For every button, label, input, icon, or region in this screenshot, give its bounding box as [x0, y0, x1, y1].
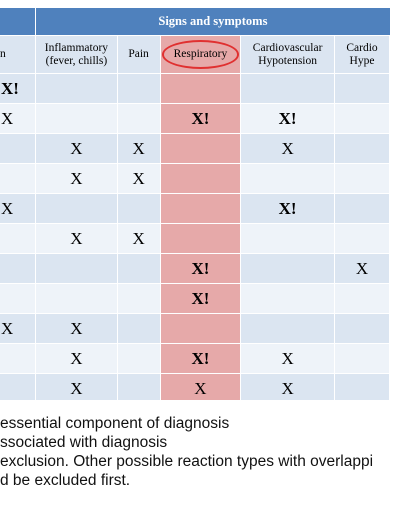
header-respiratory: Respiratory	[159, 35, 242, 74]
cell-pain	[116, 343, 161, 374]
cell-resp	[159, 223, 242, 254]
cell-pain: X	[116, 163, 161, 194]
header-inflammatory: Inflammatory (fever, chills)	[35, 35, 118, 74]
cell-skin	[0, 283, 37, 314]
banner-title: Signs and symptoms	[35, 7, 390, 36]
cell-infl: X	[35, 223, 118, 254]
signs-symptoms-table: Signs and symptoms kin Inflammatory (fev…	[0, 7, 390, 400]
legend-line-4: d be excluded first.	[0, 472, 131, 489]
cell-cv: X!	[240, 103, 336, 134]
cell-skin: X	[0, 313, 37, 344]
cell-infl: X	[35, 313, 118, 344]
cell-skin	[0, 373, 37, 400]
cell-resp	[159, 133, 242, 164]
cell-cv2	[334, 313, 390, 344]
cell-cv: X!	[240, 193, 336, 224]
cell-pain	[116, 253, 161, 284]
cell-cv2	[334, 373, 390, 400]
legend-line-2: ssociated with diagnosis	[0, 434, 168, 451]
cell-pain: X	[116, 223, 161, 254]
cell-cv2	[334, 103, 390, 134]
header-pain: Pain	[116, 35, 161, 74]
cell-skin: X!	[0, 73, 37, 104]
legend-line-3: exclusion. Other possible reaction types…	[0, 453, 374, 470]
cell-pain	[116, 373, 161, 400]
cell-pain	[116, 283, 161, 314]
cell-pain	[116, 73, 161, 104]
table-row: X! X	[0, 253, 390, 284]
cell-resp	[159, 193, 242, 224]
respiratory-highlight-circle: Respiratory	[161, 40, 240, 69]
cell-skin	[0, 133, 37, 164]
table-row: X X! X!	[0, 103, 390, 134]
cell-infl: X	[35, 133, 118, 164]
cell-cv	[240, 283, 336, 314]
cell-skin: X	[0, 193, 37, 224]
cell-resp: X!	[159, 343, 242, 374]
cell-cv2: X	[334, 253, 390, 284]
cell-resp: X!	[159, 283, 242, 314]
cell-resp: X!	[159, 103, 242, 134]
cell-infl: X	[35, 373, 118, 400]
cell-resp	[159, 313, 242, 344]
cell-pain: X	[116, 133, 161, 164]
header-cardiovascular: Cardiovascular Hypotension	[240, 35, 336, 74]
banner-cell-left	[0, 7, 37, 36]
header-cardio-hype: Cardio Hype	[334, 35, 390, 74]
table-row: X X!	[0, 193, 390, 224]
cell-cv: X	[240, 373, 336, 400]
cell-cv2	[334, 343, 390, 374]
header-skin: kin	[0, 35, 37, 74]
cell-resp: X	[159, 373, 242, 400]
cell-resp	[159, 163, 242, 194]
table-row: X X! X	[0, 343, 390, 374]
table-row: X!	[0, 73, 390, 104]
cell-cv2	[334, 133, 390, 164]
cell-pain	[116, 313, 161, 344]
cell-infl	[35, 253, 118, 284]
cell-cv	[240, 73, 336, 104]
cell-infl	[35, 193, 118, 224]
cell-infl	[35, 283, 118, 314]
cell-skin	[0, 343, 37, 374]
cell-pain	[116, 193, 161, 224]
legend: essential component of diagnosis ssociat…	[0, 414, 400, 490]
banner-row: Signs and symptoms	[0, 7, 390, 36]
cell-pain	[116, 103, 161, 134]
cell-infl	[35, 103, 118, 134]
cell-skin: X	[0, 103, 37, 134]
table-row: X!	[0, 283, 390, 314]
cell-infl: X	[35, 163, 118, 194]
cell-skin	[0, 223, 37, 254]
cell-skin	[0, 253, 37, 284]
cell-cv: X	[240, 343, 336, 374]
cell-cv2	[334, 223, 390, 254]
cell-cv: X	[240, 133, 336, 164]
cell-skin	[0, 163, 37, 194]
cell-resp: X!	[159, 253, 242, 284]
cell-cv2	[334, 193, 390, 224]
cell-cv	[240, 313, 336, 344]
cell-cv2	[334, 283, 390, 314]
legend-line-1: essential component of diagnosis	[0, 415, 230, 432]
cell-resp	[159, 73, 242, 104]
cell-infl: X	[35, 343, 118, 374]
header-row: kin Inflammatory (fever, chills) Pain Re…	[0, 35, 390, 74]
cell-cv	[240, 253, 336, 284]
signs-symptoms-table-wrap: Signs and symptoms kin Inflammatory (fev…	[0, 7, 390, 400]
cell-cv	[240, 163, 336, 194]
cell-cv2	[334, 73, 390, 104]
cell-cv	[240, 223, 336, 254]
cell-cv2	[334, 163, 390, 194]
cell-infl	[35, 73, 118, 104]
